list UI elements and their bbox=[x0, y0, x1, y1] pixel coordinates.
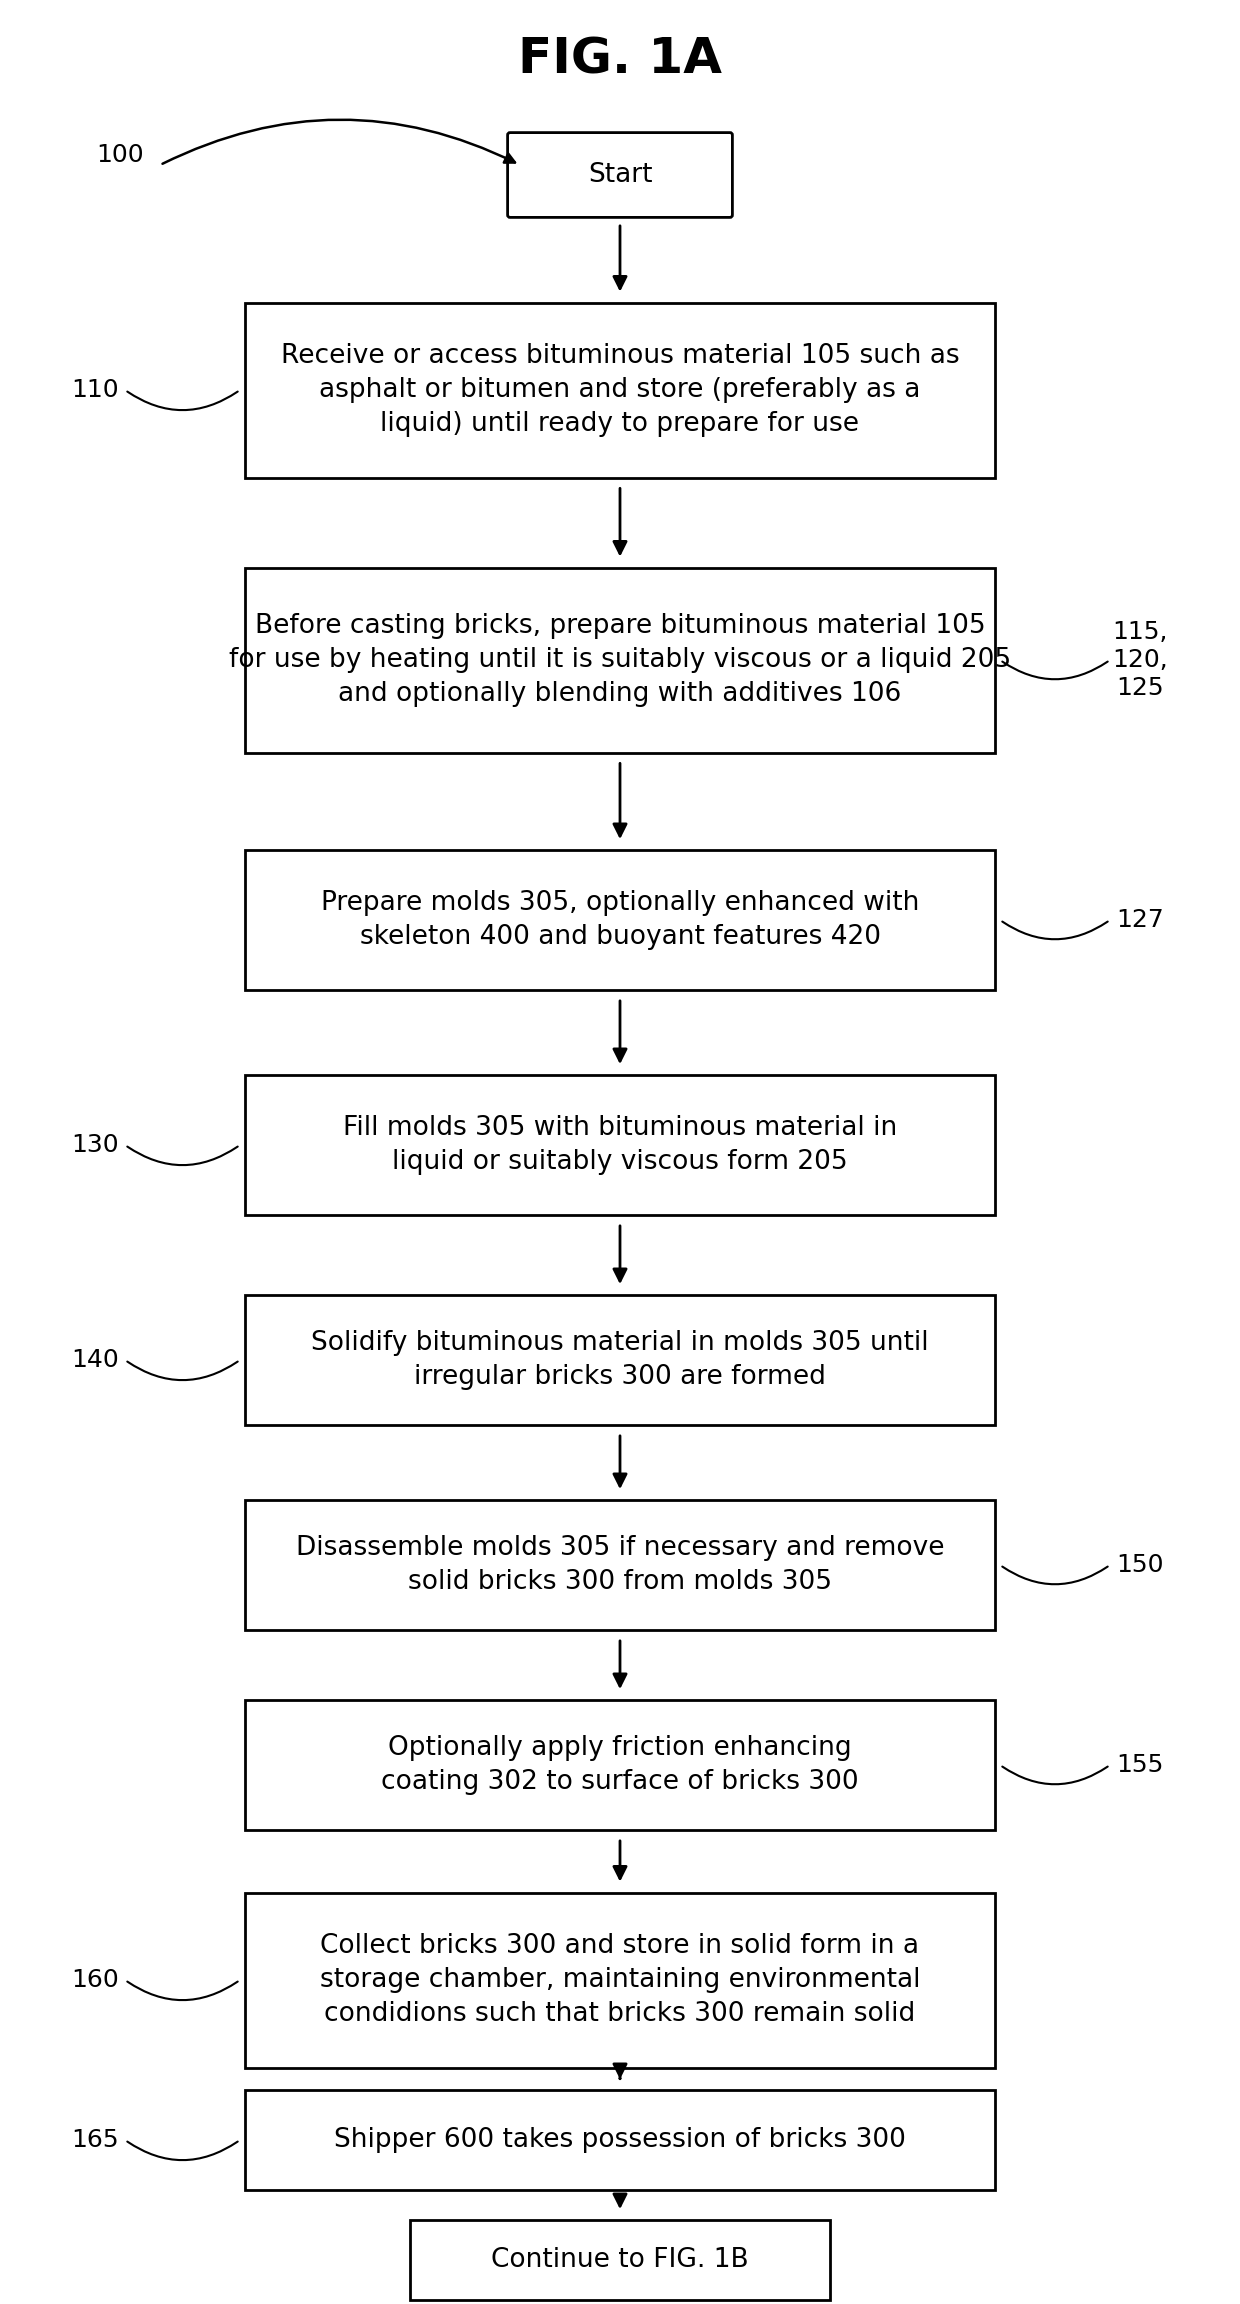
Text: Optionally apply friction enhancing
coating 302 to surface of bricks 300: Optionally apply friction enhancing coat… bbox=[381, 1735, 859, 1795]
Text: Receive or access bituminous material 105 such as
asphalt or bitumen and store (: Receive or access bituminous material 10… bbox=[280, 343, 960, 438]
Bar bbox=[410, 2221, 830, 2299]
Bar bbox=[246, 850, 994, 991]
Text: Collect bricks 300 and store in solid form in a
storage chamber, maintaining env: Collect bricks 300 and store in solid fo… bbox=[320, 1933, 920, 2028]
Text: Before casting bricks, prepare bituminous material 105
for use by heating until : Before casting bricks, prepare bituminou… bbox=[229, 613, 1011, 707]
Bar bbox=[246, 1076, 994, 1214]
Text: 127: 127 bbox=[1116, 908, 1164, 933]
Text: 150: 150 bbox=[1116, 1553, 1164, 1576]
Text: Shipper 600 takes possession of bricks 300: Shipper 600 takes possession of bricks 3… bbox=[334, 2127, 906, 2152]
Bar bbox=[246, 1500, 994, 1629]
Text: 130: 130 bbox=[71, 1134, 119, 1157]
Bar bbox=[246, 1700, 994, 1829]
Bar bbox=[246, 1892, 994, 2067]
Text: 165: 165 bbox=[71, 2129, 119, 2152]
Bar bbox=[246, 1295, 994, 1424]
Text: 115,
120,
125: 115, 120, 125 bbox=[1112, 620, 1168, 700]
Text: 160: 160 bbox=[71, 1968, 119, 1993]
Text: Start: Start bbox=[588, 161, 652, 189]
Text: Continue to FIG. 1B: Continue to FIG. 1B bbox=[491, 2246, 749, 2274]
Text: Prepare molds 305, optionally enhanced with
skeleton 400 and buoyant features 42: Prepare molds 305, optionally enhanced w… bbox=[321, 889, 919, 949]
FancyBboxPatch shape bbox=[507, 134, 733, 217]
Text: Solidify bituminous material in molds 305 until
irregular bricks 300 are formed: Solidify bituminous material in molds 30… bbox=[311, 1329, 929, 1389]
Bar bbox=[246, 2090, 994, 2191]
Text: Disassemble molds 305 if necessary and remove
solid bricks 300 from molds 305: Disassemble molds 305 if necessary and r… bbox=[296, 1534, 944, 1594]
Text: 140: 140 bbox=[71, 1348, 119, 1371]
Bar bbox=[246, 567, 994, 753]
Bar bbox=[246, 302, 994, 477]
Text: 155: 155 bbox=[1116, 1753, 1163, 1776]
Text: Fill molds 305 with bituminous material in
liquid or suitably viscous form 205: Fill molds 305 with bituminous material … bbox=[343, 1115, 897, 1175]
Text: 110: 110 bbox=[71, 378, 119, 401]
Text: FIG. 1A: FIG. 1A bbox=[518, 37, 722, 83]
Text: 100: 100 bbox=[97, 143, 144, 166]
